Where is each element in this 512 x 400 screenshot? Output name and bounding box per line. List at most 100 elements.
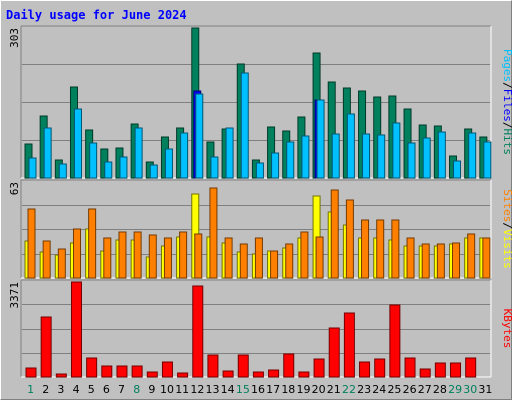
x-tick-label-day-7: 7 bbox=[118, 383, 125, 396]
x-tick-label-day-24: 24 bbox=[372, 383, 386, 396]
x-tick-label-day-8: 8 bbox=[133, 383, 140, 396]
x-tick-label-day-21: 21 bbox=[327, 383, 341, 396]
visits-bar-day-7 bbox=[118, 231, 127, 279]
visits-bar-day-24 bbox=[376, 219, 385, 279]
x-tick-label-day-20: 20 bbox=[312, 383, 326, 396]
visits-bar-day-29 bbox=[452, 242, 461, 279]
pages-bar-day-30 bbox=[468, 132, 477, 179]
x-tick-label-day-2: 2 bbox=[42, 383, 49, 396]
x-tick-label-day-31: 31 bbox=[478, 383, 492, 396]
kbytes-bar-day-22 bbox=[343, 312, 355, 378]
pages-bar-day-18 bbox=[286, 141, 295, 179]
visits-bar-day-15 bbox=[239, 243, 248, 279]
legend-visits: Visits bbox=[501, 229, 512, 269]
visits-bar-day-13 bbox=[209, 187, 218, 279]
visits-bar-day-4 bbox=[72, 228, 81, 279]
x-tick-label-day-29: 29 bbox=[448, 383, 462, 396]
legend-pages: Pages bbox=[501, 49, 512, 82]
kbytes-bar-day-3 bbox=[55, 373, 67, 378]
kbytes-bar-day-6 bbox=[101, 365, 113, 378]
x-tick-label-day-3: 3 bbox=[57, 383, 64, 396]
legend-top: Pages/Files/Hits bbox=[501, 49, 512, 155]
pages-bar-day-16 bbox=[255, 162, 264, 179]
legend-separator: / bbox=[501, 222, 512, 229]
pages-bar-day-28 bbox=[437, 131, 446, 179]
visits-bar-day-21 bbox=[330, 189, 339, 279]
kbytes-bar-day-9 bbox=[146, 371, 158, 378]
pages-bar-day-6 bbox=[104, 161, 113, 179]
pages-bar-day-12 bbox=[195, 93, 204, 179]
pages-bar-day-21 bbox=[331, 133, 340, 179]
pages-bar-day-4 bbox=[73, 108, 82, 179]
pages-bar-day-10 bbox=[164, 148, 173, 179]
legend-files: Files bbox=[501, 89, 512, 122]
kbytes-bar-day-16 bbox=[252, 371, 264, 378]
pages-bar-day-20 bbox=[316, 99, 325, 179]
pages-bar-day-7 bbox=[119, 156, 128, 179]
x-tick-label-day-1: 1 bbox=[27, 383, 34, 396]
visits-bar-day-19 bbox=[300, 231, 309, 279]
pages-bar-day-15 bbox=[240, 72, 249, 179]
visits-bar-day-30 bbox=[467, 233, 476, 279]
visits-bar-day-11 bbox=[179, 231, 188, 279]
kbytes-bar-day-26 bbox=[404, 357, 416, 378]
visits-bar-day-16 bbox=[254, 237, 263, 279]
x-tick-label-day-27: 27 bbox=[418, 383, 432, 396]
x-tick-label-day-10: 10 bbox=[160, 383, 174, 396]
kbytes-bar-day-12 bbox=[192, 285, 204, 378]
x-tick-label-day-25: 25 bbox=[387, 383, 401, 396]
kbytes-bar-day-20 bbox=[313, 358, 325, 378]
kbytes-bar-day-4 bbox=[70, 281, 82, 378]
x-tick-label-day-23: 23 bbox=[357, 383, 371, 396]
pages-bar-day-31 bbox=[483, 141, 492, 179]
visits-bar-day-2 bbox=[42, 240, 51, 279]
visits-bar-day-28 bbox=[436, 243, 445, 279]
x-tick-label-day-13: 13 bbox=[206, 383, 220, 396]
legend-separator: / bbox=[501, 82, 512, 89]
x-tick-label-day-6: 6 bbox=[103, 383, 110, 396]
kbytes-bar-day-10 bbox=[161, 361, 173, 378]
pages-bar-day-27 bbox=[422, 137, 431, 179]
visits-bar-day-10 bbox=[163, 237, 172, 279]
pages-bar-day-1 bbox=[28, 157, 37, 179]
x-tick-label-day-22: 22 bbox=[342, 383, 356, 396]
pages-bar-day-22 bbox=[346, 113, 355, 179]
legend-middle: Sites/Visits bbox=[501, 189, 512, 269]
visits-bar-day-23 bbox=[361, 219, 370, 279]
visits-bar-day-18 bbox=[285, 243, 294, 279]
kbytes-bar-day-15 bbox=[237, 354, 249, 378]
x-tick-label-day-15: 15 bbox=[236, 383, 250, 396]
pages-bar-day-17 bbox=[271, 152, 280, 179]
kbytes-bar-day-17 bbox=[268, 369, 280, 378]
pages-bar-day-11 bbox=[180, 132, 189, 179]
pages-bar-day-13 bbox=[210, 156, 219, 179]
legend-hits: Hits bbox=[501, 129, 512, 156]
pages-bar-day-25 bbox=[392, 122, 401, 179]
visits-bar-day-31 bbox=[482, 237, 491, 279]
kbytes-bar-day-7 bbox=[116, 365, 128, 378]
x-tick-label-day-30: 30 bbox=[463, 383, 477, 396]
kbytes-bar-day-8 bbox=[131, 365, 143, 378]
visits-bar-day-25 bbox=[391, 219, 400, 279]
visits-bar-day-12 bbox=[194, 233, 203, 279]
legend-kbytes: KBytes bbox=[501, 309, 512, 349]
visits-bar-day-8 bbox=[133, 231, 142, 279]
panel-1-max-label: 303 bbox=[8, 28, 21, 48]
x-tick-label-day-17: 17 bbox=[266, 383, 280, 396]
visits-bar-day-20 bbox=[315, 236, 324, 279]
kbytes-bar-day-18 bbox=[283, 353, 295, 378]
pages-bar-day-14 bbox=[225, 127, 234, 179]
x-tick-label-day-4: 4 bbox=[73, 383, 80, 396]
pages-bar-day-19 bbox=[301, 135, 310, 179]
kbytes-bar-day-14 bbox=[222, 370, 234, 378]
panel-2-max-label: 63 bbox=[8, 182, 21, 195]
visits-bar-day-17 bbox=[270, 250, 279, 279]
x-tick-label-day-5: 5 bbox=[88, 383, 95, 396]
visits-bar-day-22 bbox=[345, 199, 354, 279]
kbytes-bar-day-29 bbox=[450, 362, 462, 378]
visits-bar-day-5 bbox=[88, 208, 97, 279]
x-tick-label-day-9: 9 bbox=[148, 383, 155, 396]
kbytes-bar-day-30 bbox=[465, 357, 477, 378]
kbytes-bar-day-1 bbox=[25, 367, 37, 378]
